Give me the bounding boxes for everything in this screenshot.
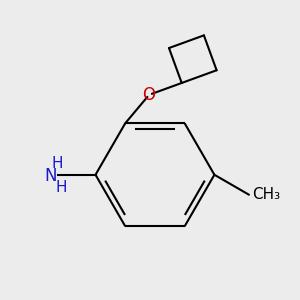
Text: N: N bbox=[45, 167, 57, 185]
Text: O: O bbox=[142, 86, 156, 104]
Text: CH₃: CH₃ bbox=[252, 187, 280, 202]
Text: H: H bbox=[55, 180, 67, 195]
Text: H: H bbox=[51, 156, 63, 171]
